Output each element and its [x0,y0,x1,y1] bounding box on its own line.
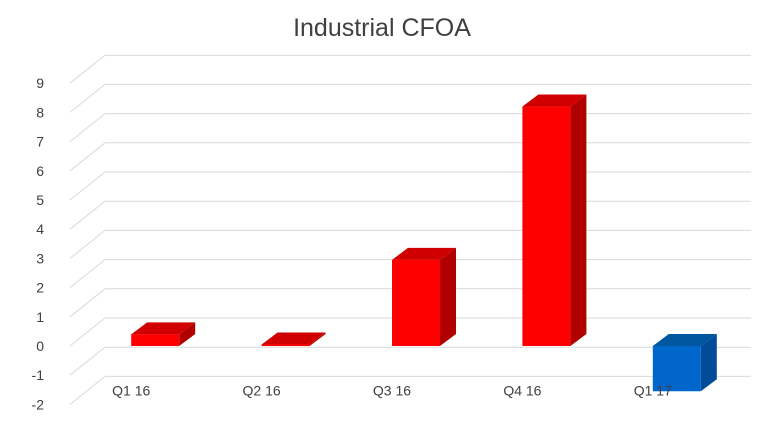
bars [131,94,717,392]
bar-side-face [440,247,456,346]
y-axis-tick-labels: 9 8 7 6 5 4 3 2 1 0 -1 -2 [32,75,45,412]
bar-top-face [652,334,717,346]
bar-side-face [570,94,587,346]
bar-side-face [179,322,196,346]
bar-q1-17 [652,334,717,392]
y-tick-label: -1 [32,367,45,383]
bar-front-face [522,106,571,346]
gridline [69,375,751,405]
bar-top-face [392,247,456,260]
bar-side-face [309,332,326,347]
bar-front-face [392,259,440,346]
x-category-label: Q3 16 [373,383,411,399]
gridline [69,83,751,113]
bar-q3-16 [392,247,456,346]
x-category-label: Q4 16 [503,383,541,399]
y-tick-label: 3 [36,250,44,266]
gridline [69,346,751,376]
gridlines [69,54,751,405]
gridline [69,142,751,172]
bar-front-face [131,334,180,346]
x-category-label: Q1 16 [112,383,150,399]
gridline [69,171,751,201]
bar-top-face [522,94,587,107]
gridline [69,54,751,84]
gridline [69,200,751,230]
y-tick-label: 6 [36,163,44,179]
bar-top-face [261,332,326,345]
y-tick-label: 9 [36,75,44,91]
y-tick-label: 4 [36,221,44,237]
y-tick-label: 0 [36,338,44,354]
bar-q2-16 [261,332,326,347]
x-axis-category-labels: Q1 16 Q2 16 Q3 16 Q4 16 Q1 17 [112,383,672,399]
y-tick-label: 1 [36,309,44,325]
bar-side-face [700,334,717,392]
y-tick-label: 2 [36,280,44,296]
y-tick-label: 7 [36,134,44,150]
x-category-label: Q1 17 [634,383,672,399]
bar-front-face [652,346,701,392]
bar-front-face [261,344,310,347]
chart-title: Industrial CFOA [293,14,471,42]
y-tick-label: -2 [32,396,45,412]
bar-top-face [131,322,196,335]
bar-q1-16 [131,322,196,346]
gridline [69,113,751,142]
y-tick-label: 5 [36,192,44,208]
x-category-label: Q2 16 [243,383,281,399]
y-tick-label: 8 [36,104,44,120]
bar-q4-16 [522,94,587,346]
